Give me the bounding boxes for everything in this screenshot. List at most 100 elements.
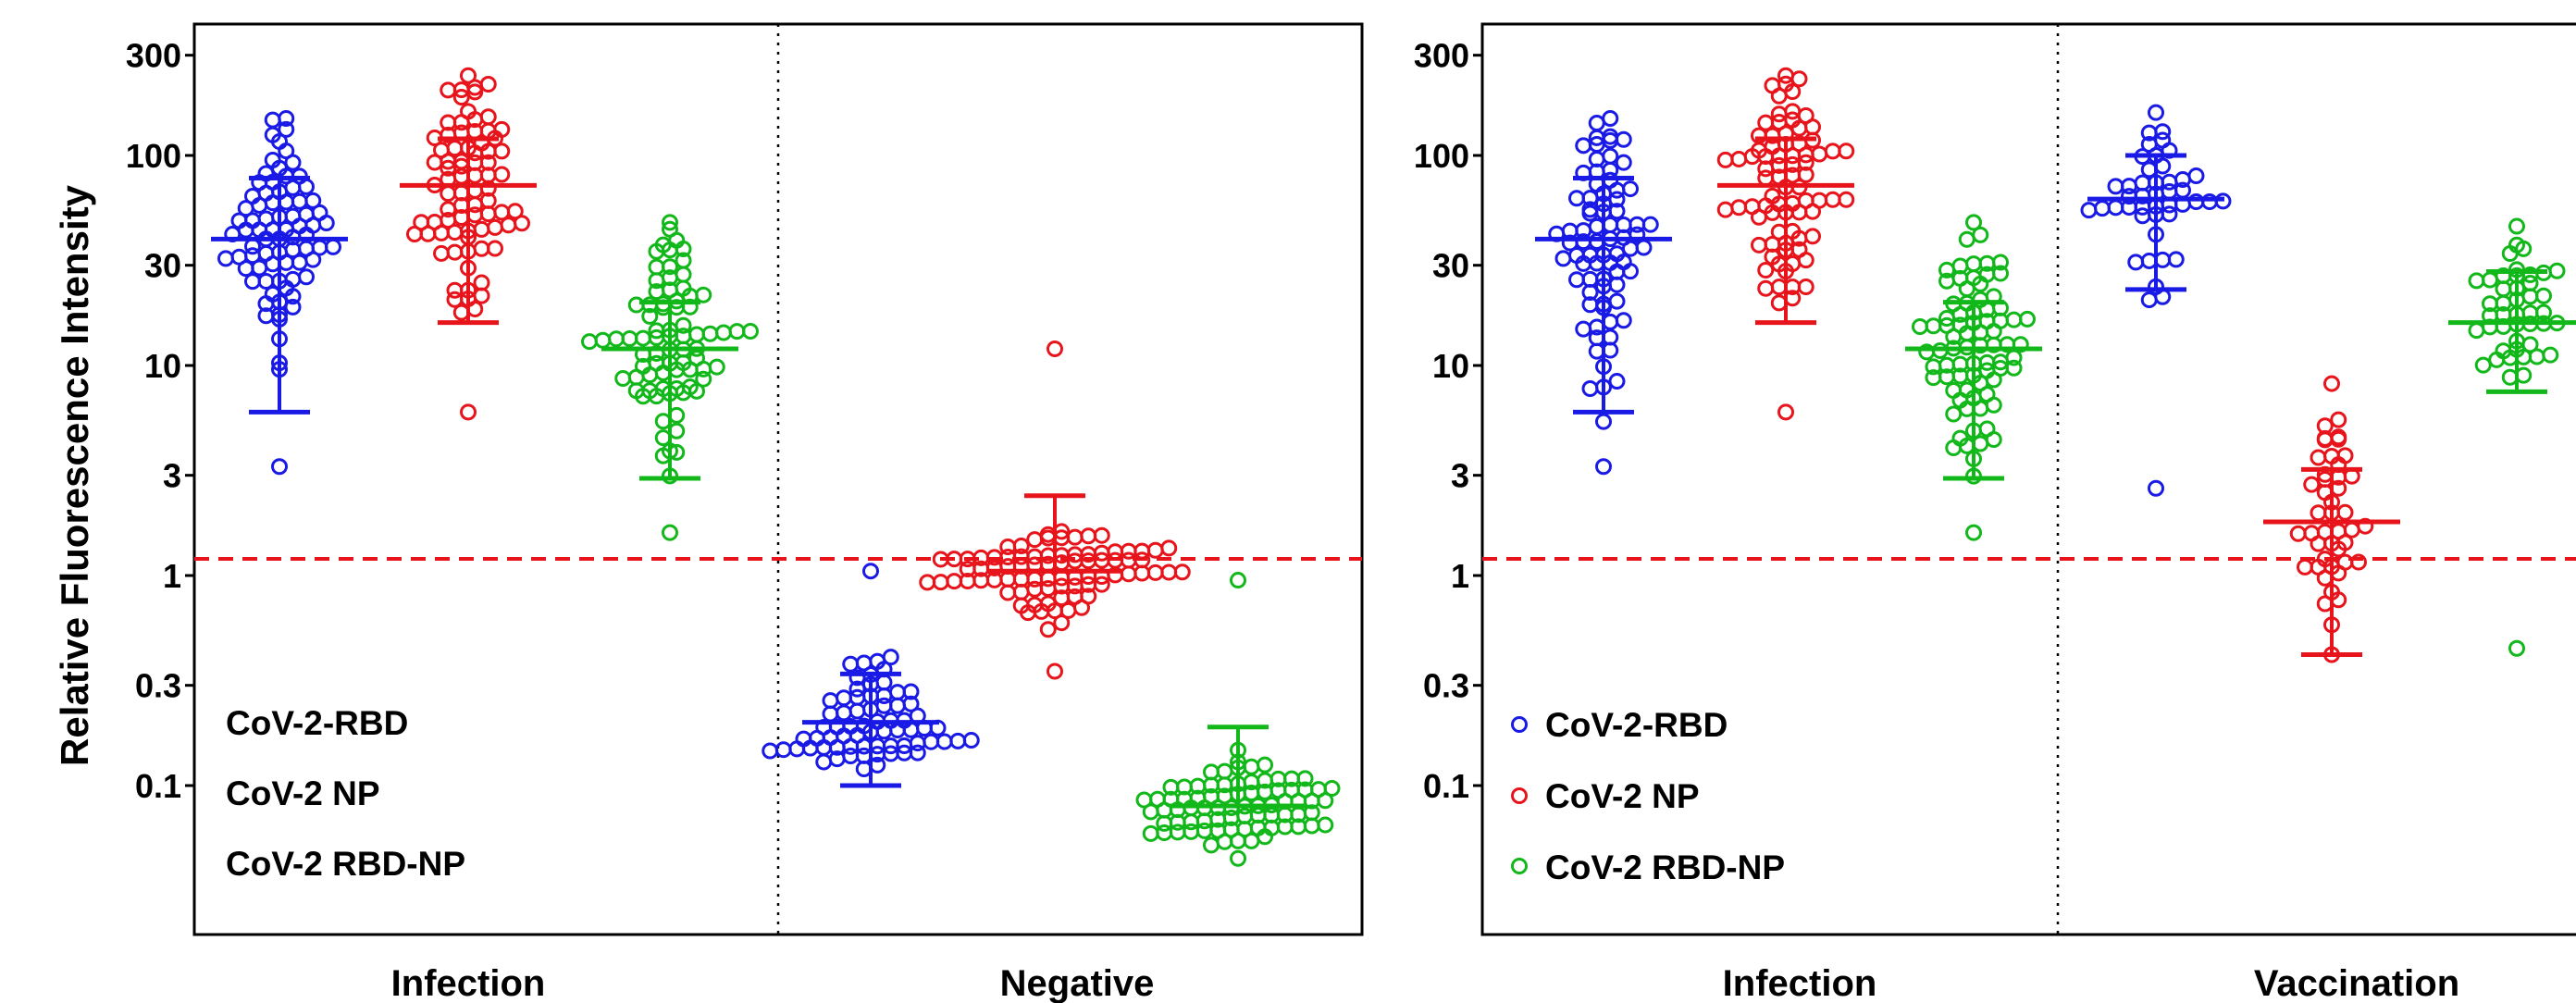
dot-vaccination-cov-2-rbd-np: [2468, 272, 2485, 290]
dot-negative-cov-2-rbd: [862, 563, 879, 580]
dot-infection-cov-2-rbd-np: [2012, 336, 2029, 353]
dot-infection-cov-2-rbd: [1608, 191, 1626, 208]
dot-negative-cov-2-rbd-np: [1142, 824, 1159, 842]
dot-infection-cov-2-rbd: [278, 120, 295, 138]
left-dots: [217, 67, 1341, 867]
dot-infection-cov-2-rbd-np: [688, 382, 705, 400]
dot-infection-cov-2-rbd-np: [675, 266, 692, 283]
dot-negative-cov-2-rbd: [822, 705, 839, 723]
dot-infection-cov-2-rbd: [251, 259, 268, 277]
dot-infection-cov-2-np: [1777, 403, 1794, 421]
dot-negative-cov-2-rbd-np: [1195, 822, 1213, 839]
dot-infection-cov-2-rbd: [291, 192, 308, 210]
dot-vaccination-cov-2-np: [2330, 430, 2347, 448]
y-tick-label: 300: [1414, 37, 1469, 75]
dot-negative-cov-2-rbd-np: [1216, 833, 1233, 850]
dot-vaccination-cov-2-rbd: [2140, 291, 2158, 309]
dot-negative-cov-2-rbd-np: [1257, 756, 1273, 774]
left-panel: 0.1 0.3 1 3 10 30 100 300 Infection Negative Co…: [126, 22, 1364, 1003]
y-tick-label: 10: [1432, 347, 1469, 385]
right-y-ticks: 0.1 0.3 1 3 10 30 100 300: [1414, 37, 1482, 805]
dot-vaccination-cov-2-rbd: [2127, 254, 2145, 271]
dot-negative-cov-2-rbd-np: [1296, 770, 1314, 787]
dot-negative-cov-2-np: [1093, 526, 1110, 544]
dot-infection-cov-2-np: [446, 140, 464, 157]
dot-infection-cov-2-np: [433, 224, 450, 241]
dot-infection-cov-2-rbd: [1608, 292, 1626, 310]
dot-infection-cov-2-rbd-np: [627, 368, 645, 386]
dot-infection-cov-2-rbd: [298, 268, 315, 286]
left-group-label-negative: Negative: [1000, 963, 1155, 1003]
dot-vaccination-cov-2-rbd-np: [2508, 639, 2525, 657]
dot-vaccination-cov-2-rbd-np: [2474, 356, 2492, 374]
dot-negative-cov-2-rbd: [762, 742, 779, 760]
dot-negative-cov-2-rbd-np: [1257, 828, 1273, 846]
dot-infection-cov-2-np: [1797, 279, 1814, 296]
dot-infection-cov-2-np: [1751, 236, 1767, 254]
dot-infection-cov-2-rbd: [1622, 180, 1639, 198]
dot-negative-cov-2-rbd-np: [1317, 816, 1334, 834]
dot-infection-cov-2-rbd: [1595, 458, 1612, 476]
dot-infection-cov-2-rbd: [1635, 239, 1653, 256]
dot-infection-cov-2-rbd-np: [2005, 359, 2023, 377]
dot-negative-cov-2-np: [1046, 341, 1063, 358]
dot-infection-cov-2-np: [1770, 87, 1788, 105]
left-mean-sd-bars: [211, 136, 1307, 809]
dot-vaccination-cov-2-rbd-np: [2468, 322, 2485, 340]
dot-infection-cov-2-rbd: [1554, 250, 1572, 267]
dot-negative-cov-2-np: [919, 574, 936, 591]
dot-vaccination-cov-2-np: [2310, 449, 2327, 466]
dot-infection-cov-2-np: [1838, 191, 1855, 208]
dot-infection-cov-2-rbd-np: [1992, 265, 2009, 282]
dot-infection-cov-2-rbd: [1568, 271, 1585, 289]
dot-negative-cov-2-rbd: [822, 692, 839, 710]
dot-negative-cov-2-rbd: [774, 741, 792, 759]
dot-negative-cov-2-rbd: [875, 674, 893, 691]
dot-infection-cov-2-rbd-np: [2019, 310, 2036, 328]
dot-infection-cov-2-rbd: [284, 298, 302, 316]
dot-infection-cov-2-rbd: [1615, 130, 1632, 148]
dot-negative-cov-2-rbd: [935, 733, 953, 750]
dot-vaccination-cov-2-np: [2330, 411, 2347, 428]
dot-vaccination-cov-2-rbd: [2148, 104, 2164, 121]
dot-vaccination-cov-2-rbd-np: [2542, 346, 2559, 364]
dot-infection-cov-2-np: [1804, 228, 1821, 245]
dot-infection-cov-2-np: [493, 166, 511, 183]
dot-negative-cov-2-rbd: [882, 649, 899, 666]
dot-infection-cov-2-rbd-np: [621, 330, 638, 348]
dot-infection-cov-2-rbd: [298, 178, 315, 195]
dot-negative-cov-2-rbd-np: [1169, 823, 1186, 841]
dot-infection-cov-2-rbd-np: [675, 240, 692, 257]
dot-infection-cov-2-rbd: [271, 458, 288, 476]
dot-infection-cov-2-rbd: [1629, 226, 1646, 243]
dot-vaccination-cov-2-np: [2323, 375, 2340, 392]
right-legend-marker-rbd: [1511, 716, 1528, 733]
dot-negative-cov-2-np: [1160, 563, 1178, 581]
dot-infection-cov-2-rbd: [284, 207, 302, 225]
dot-infection-cov-2-np: [406, 225, 423, 242]
dot-infection-cov-2-np: [479, 75, 497, 93]
dot-infection-cov-2-np: [460, 403, 477, 421]
dot-negative-cov-2-rbd-np: [1183, 823, 1200, 840]
dot-infection-cov-2-np: [506, 203, 524, 220]
dot-infection-cov-2-rbd: [217, 250, 234, 267]
dot-vaccination-cov-2-np: [2289, 525, 2307, 542]
dot-vaccination-cov-2-rbd: [2107, 199, 2124, 217]
dot-infection-cov-2-rbd-np: [614, 370, 632, 388]
dot-infection-cov-2-rbd-np: [1965, 255, 1982, 273]
dot-negative-cov-2-np: [1026, 531, 1044, 549]
dot-vaccination-cov-2-rbd: [2107, 178, 2124, 195]
dot-infection-cov-2-np: [473, 240, 490, 257]
dot-negative-cov-2-rbd: [842, 655, 860, 673]
dot-infection-cov-2-np: [479, 108, 497, 126]
dot-infection-cov-2-np: [446, 224, 464, 241]
dot-infection-cov-2-np: [1804, 118, 1821, 136]
dot-negative-cov-2-np: [1160, 539, 1178, 557]
dot-negative-cov-2-rbd-np: [1230, 572, 1246, 589]
dot-infection-cov-2-np: [1797, 166, 1814, 183]
dot-negative-cov-2-rbd: [815, 753, 833, 771]
dot-infection-cov-2-rbd-np: [641, 307, 659, 325]
dot-negative-cov-2-rbd: [889, 697, 906, 714]
dot-infection-cov-2-rbd: [1588, 114, 1605, 131]
